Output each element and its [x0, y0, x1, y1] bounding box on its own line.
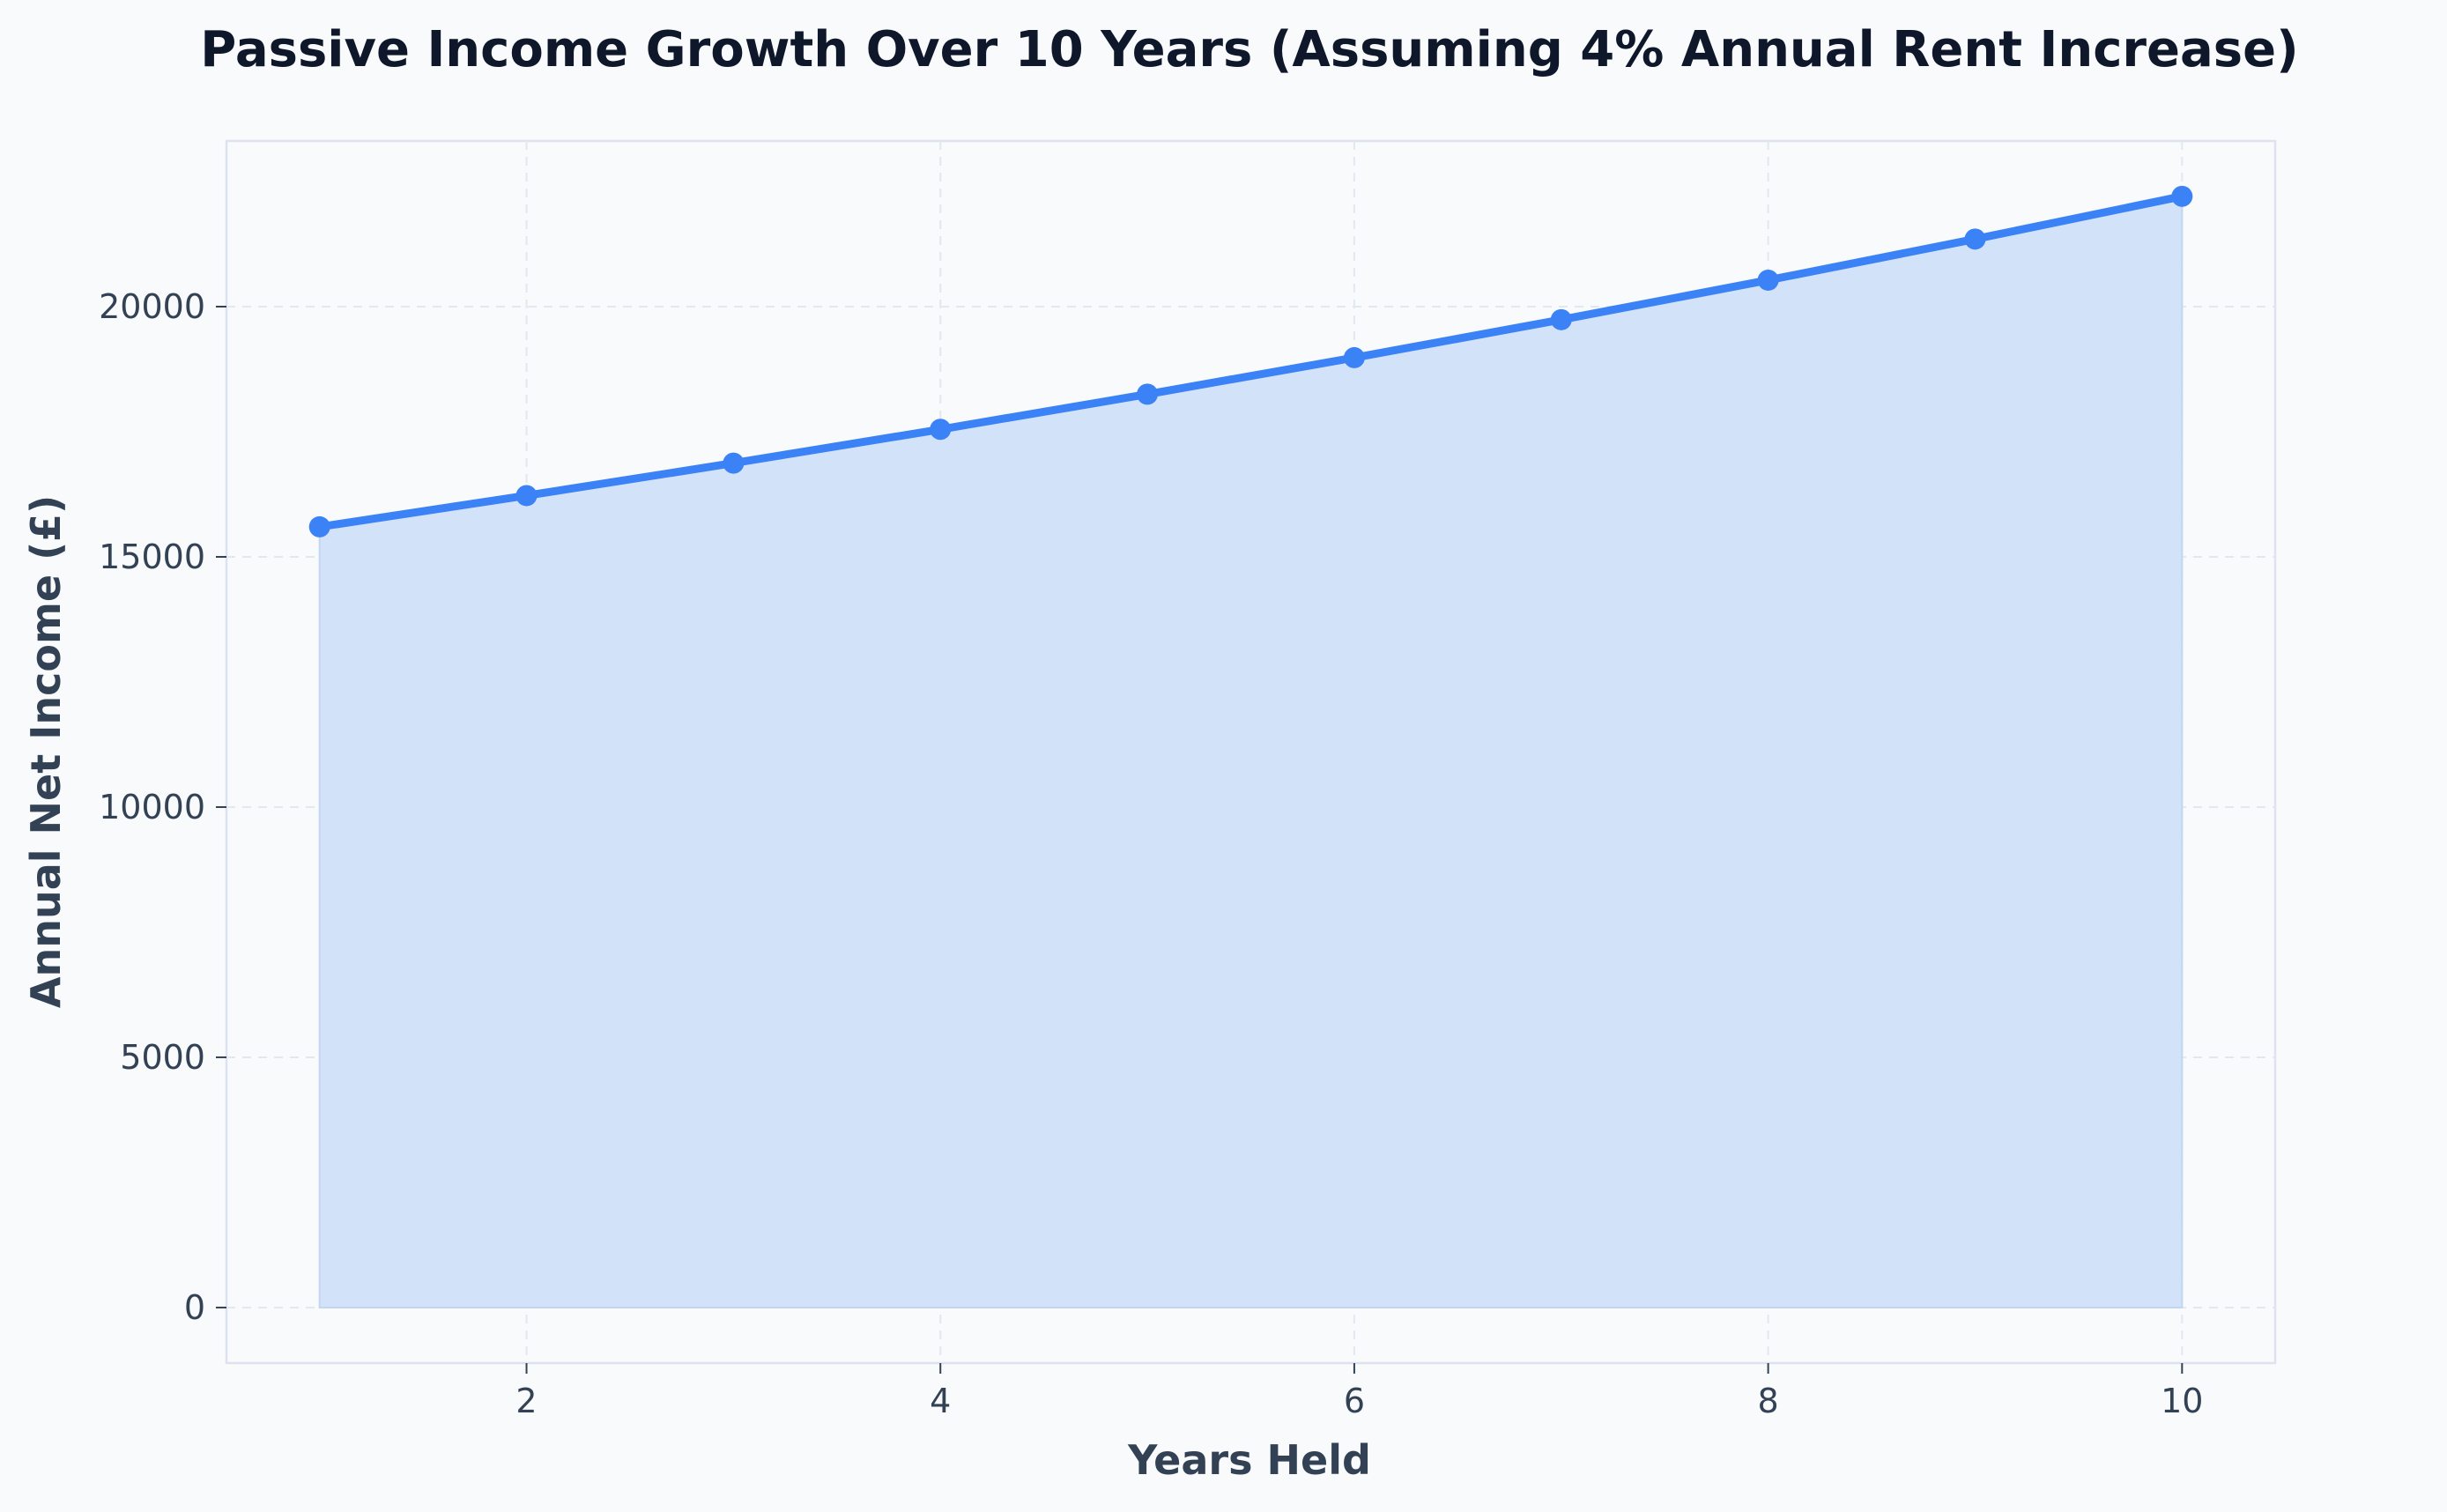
- y-axis-label: Annual Net Income (£): [22, 495, 70, 1008]
- x-axis-label: Years Held: [1127, 1436, 1371, 1484]
- data-point: [1343, 346, 1365, 368]
- y-tick-label: 10000: [99, 788, 205, 826]
- y-tick-label: 5000: [120, 1038, 205, 1077]
- y-tick-label: 0: [184, 1288, 205, 1327]
- data-points: [308, 185, 2193, 537]
- data-point: [723, 452, 745, 474]
- data-point: [1964, 228, 1986, 250]
- x-tick-label: 2: [515, 1382, 537, 1420]
- data-point: [1757, 269, 1779, 291]
- x-tick-label: 10: [2161, 1382, 2203, 1420]
- data-point: [515, 485, 538, 507]
- series-line-layer: [315, 192, 2186, 531]
- y-tick-label: 15000: [99, 537, 205, 576]
- x-tick-label: 6: [1344, 1382, 1365, 1420]
- data-point: [2171, 185, 2193, 207]
- x-tick-label: 4: [930, 1382, 951, 1420]
- data-point: [1550, 308, 1572, 330]
- series-line: [315, 192, 2186, 531]
- data-point: [1137, 383, 1159, 405]
- y-tick-label: 20000: [99, 287, 205, 326]
- x-tick-label: 8: [1758, 1382, 1779, 1420]
- chart-title: Passive Income Growth Over 10 Years (Ass…: [200, 21, 2298, 78]
- data-point: [308, 515, 330, 537]
- data-point: [930, 419, 952, 441]
- axis-ticks: 2 4 6 8 10 0 5000 10000 15000 20000: [99, 287, 2203, 1420]
